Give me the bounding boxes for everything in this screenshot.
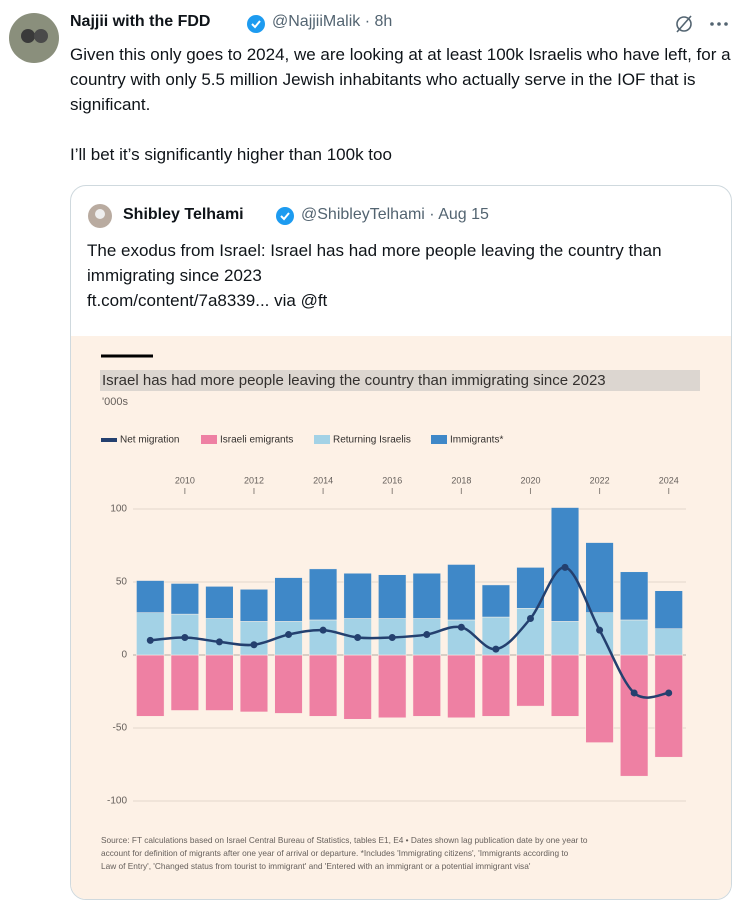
quote-text: The exodus from Israel: Israel has had m…	[87, 238, 717, 313]
legend-swatch	[101, 438, 117, 442]
tweet-actions[interactable]	[672, 12, 736, 36]
y-tick-label: 0	[121, 650, 127, 661]
point	[630, 689, 638, 697]
legend-label: Immigrants*	[450, 435, 503, 446]
bar	[620, 571, 649, 621]
x-tick-label: 2024	[659, 475, 679, 485]
bar	[239, 621, 269, 656]
bar	[481, 584, 510, 618]
bar	[585, 654, 614, 743]
point	[492, 645, 500, 653]
bar	[620, 619, 649, 656]
bar	[239, 589, 269, 622]
bar	[170, 654, 199, 711]
point	[561, 563, 569, 571]
bar	[412, 654, 441, 717]
bar	[136, 580, 165, 613]
avatar[interactable]	[8, 12, 60, 64]
point	[388, 633, 396, 641]
paragraph: The exodus from Israel: Israel has had m…	[87, 241, 662, 285]
legend-label: Returning Israelis	[333, 435, 411, 446]
point	[319, 626, 327, 634]
bar	[309, 619, 338, 656]
bar	[343, 572, 372, 619]
bar	[654, 628, 683, 656]
link: ft.com/content/7a8339... via @ft	[87, 291, 328, 310]
point	[146, 636, 154, 644]
bar	[343, 654, 372, 720]
point	[457, 623, 465, 631]
bar	[239, 654, 269, 713]
handle-time[interactable]: @NajjiiMalik · 8h	[272, 13, 393, 30]
paragraph: I’ll bet it’s significantly higher than …	[70, 145, 392, 164]
bar	[170, 583, 199, 615]
bar	[481, 654, 510, 717]
source-note: Law of Entry', 'Changed status from tour…	[101, 861, 531, 871]
bar	[620, 654, 649, 777]
bar	[205, 654, 234, 711]
bar	[412, 572, 441, 619]
point	[181, 633, 189, 641]
point	[596, 626, 604, 634]
legend-label: Net migration	[120, 435, 179, 446]
x-tick-label: 2016	[382, 475, 402, 485]
bar	[309, 654, 338, 717]
point	[215, 638, 223, 646]
legend-swatch	[314, 435, 330, 444]
x-tick-label: 2010	[175, 475, 195, 485]
line	[150, 566, 669, 699]
x-tick-label: 2022	[590, 475, 610, 485]
verified-badge	[247, 15, 265, 33]
quote-avatar	[88, 204, 112, 228]
bar	[550, 621, 580, 656]
bar	[447, 654, 476, 719]
bar	[447, 564, 476, 621]
bar	[274, 654, 303, 714]
bar	[378, 574, 407, 619]
y-tick-label: -100	[107, 796, 127, 807]
quote-card[interactable]: Shibley Telhami @ShibleyTelhami · Aug 15…	[70, 185, 732, 900]
y-tick-label: -50	[113, 723, 128, 734]
legend-swatch	[431, 435, 447, 444]
bar	[136, 612, 165, 656]
bar	[585, 542, 614, 613]
bar	[654, 654, 683, 758]
legend-swatch	[201, 435, 217, 444]
verified-badge	[276, 207, 294, 225]
y-tick-label: 100	[110, 504, 127, 515]
bar	[378, 654, 407, 719]
x-tick-label: 2012	[244, 475, 264, 485]
bar	[205, 618, 234, 656]
legend-label: Israeli emigrants	[220, 435, 293, 446]
point	[285, 631, 293, 639]
x-tick-label: 2018	[451, 475, 471, 485]
bar	[274, 577, 303, 622]
point	[354, 633, 362, 641]
paragraph: Given this only goes to 2024, we are loo…	[70, 45, 731, 114]
y-tick-label: 50	[116, 577, 128, 588]
point	[423, 631, 431, 639]
quote-author: Shibley Telhami	[123, 206, 244, 223]
bar	[205, 586, 234, 619]
point	[250, 641, 258, 649]
bar	[654, 590, 683, 629]
x-tick-label: 2020	[520, 475, 540, 485]
bar	[516, 654, 545, 707]
chart-title: Israel has had more people leaving the c…	[102, 372, 606, 389]
chart-subtitle: '000s	[102, 396, 128, 408]
point	[526, 615, 534, 622]
x-tick-label: 2014	[313, 475, 333, 485]
bar	[309, 568, 338, 621]
source-note: account for definition of migrants after…	[101, 848, 569, 858]
quote-handle-date: @ShibleyTelhami · Aug 15	[301, 206, 489, 223]
author-name[interactable]: Najjii with the FDD	[70, 13, 211, 30]
tweet-text: Given this only goes to 2024, we are loo…	[70, 42, 735, 167]
source-note: Source: FT calculations based on Israel …	[101, 835, 588, 845]
bar	[550, 654, 580, 717]
point	[665, 689, 673, 697]
bar	[136, 654, 165, 717]
chart: Israel has had more people leaving the c…	[71, 336, 731, 899]
title-highlight	[100, 370, 700, 391]
